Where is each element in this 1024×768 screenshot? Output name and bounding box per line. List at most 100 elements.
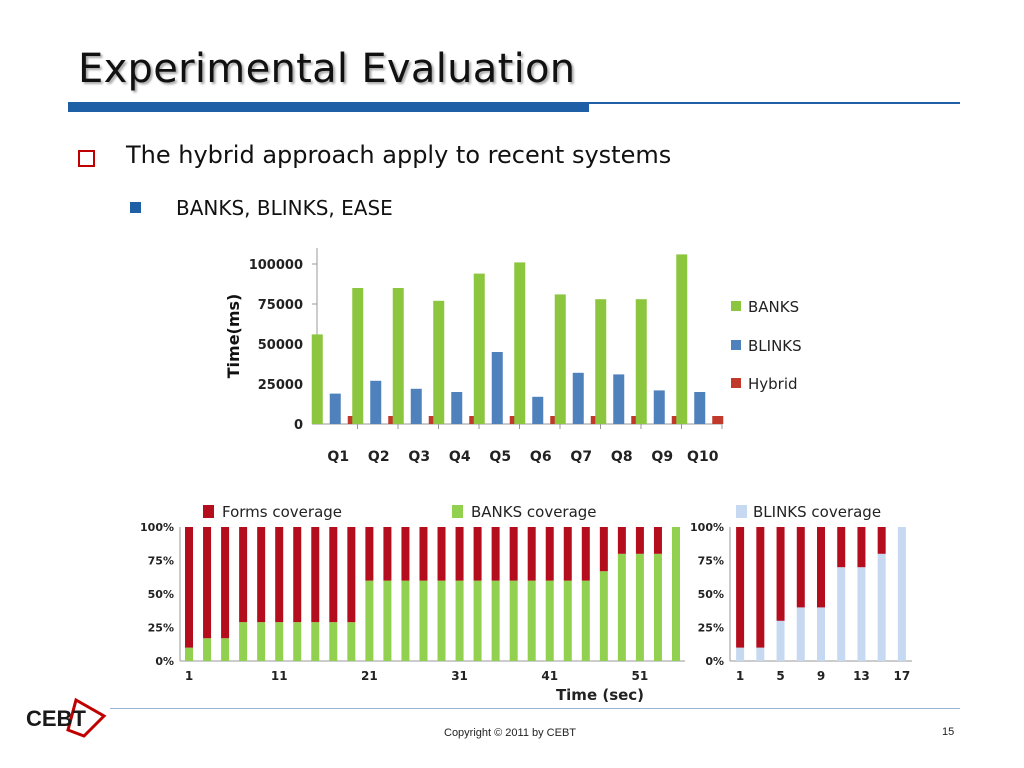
- bar-banks-coverage: [239, 622, 248, 661]
- bar-banks-coverage: [437, 580, 446, 661]
- bar-forms-coverage: [653, 527, 662, 554]
- bar-forms-coverage: [599, 527, 608, 572]
- bar-banks-q5: [473, 273, 485, 424]
- bar-banks-coverage: [545, 580, 554, 661]
- bar-hybrid-q10: [712, 416, 724, 424]
- bar-blinks-coverage: [837, 567, 846, 661]
- bar-forms-coverage: [837, 527, 846, 568]
- bar-forms-coverage: [293, 527, 302, 623]
- bar-blinks-coverage: [857, 567, 866, 661]
- bar-blinks-q1: [329, 393, 341, 424]
- bar-forms-coverage: [877, 527, 886, 554]
- bar-forms-coverage: [857, 527, 866, 568]
- x-tick-label: 41: [541, 669, 558, 683]
- bar-blinks-coverage: [897, 527, 906, 661]
- bar-banks-coverage: [509, 580, 518, 661]
- bar-blinks-coverage: [776, 620, 785, 661]
- bar-blinks-coverage: [736, 647, 745, 661]
- x-tick-label-q9: Q9: [651, 449, 673, 465]
- bar-blinks-q7: [572, 372, 584, 424]
- bar-banks-coverage: [365, 580, 374, 661]
- bar-banks-coverage: [275, 622, 284, 661]
- bar-forms-coverage: [581, 527, 590, 581]
- bar-banks-coverage: [671, 527, 680, 661]
- bar-forms-coverage: [736, 527, 745, 648]
- bar-banks-q3: [392, 288, 404, 424]
- bar-banks-coverage: [221, 638, 230, 661]
- bar-blinks-q9: [653, 390, 665, 424]
- legend-swatch-hybrid: [731, 378, 741, 388]
- bar-banks-coverage: [401, 580, 410, 661]
- x-tick-label: 1: [185, 669, 193, 683]
- bar-banks-coverage: [635, 553, 644, 661]
- y-tick-label: 50000: [258, 338, 303, 353]
- x-tick-label: 51: [632, 669, 649, 683]
- bar-banks-q10: [676, 254, 688, 424]
- legend-swatch-forms-coverage: [203, 505, 214, 518]
- cebt-logo: CEBT: [26, 697, 107, 738]
- bar-banks-coverage: [257, 622, 266, 661]
- y-tick-label: 100%: [690, 521, 724, 534]
- x-tick-label-q10: Q10: [687, 449, 719, 465]
- bar-banks-coverage: [599, 571, 608, 661]
- y-tick-label: 0: [294, 418, 303, 433]
- y-tick-label: 0%: [155, 655, 174, 668]
- x-tick-label: 13: [853, 669, 870, 683]
- bar-blinks-q2: [370, 380, 382, 424]
- bar-banks-q6: [514, 262, 526, 424]
- bar-forms-coverage: [635, 527, 644, 554]
- x-tick-label: 17: [894, 669, 911, 683]
- copyright-text: Copyright © 2011 by CEBT: [444, 727, 577, 739]
- legend-swatch-blinks: [731, 340, 741, 350]
- bar-banks-coverage: [473, 580, 482, 661]
- bar-forms-coverage: [455, 527, 464, 581]
- bar-banks-coverage: [527, 580, 536, 661]
- bar-banks-coverage: [419, 580, 428, 661]
- bar-forms-coverage: [437, 527, 446, 581]
- x-tick-label-q2: Q2: [368, 449, 390, 465]
- x-tick-label: 5: [776, 669, 784, 683]
- y-tick-label: 75000: [258, 298, 303, 313]
- x-tick-label-q7: Q7: [570, 449, 592, 465]
- bar-blinks-q5: [491, 352, 503, 424]
- bar-forms-coverage: [311, 527, 320, 623]
- bar-blinks-coverage: [756, 647, 765, 661]
- y-tick-label: 100000: [249, 258, 303, 273]
- bar-forms-coverage: [796, 527, 805, 608]
- legend-label-forms-coverage: Forms coverage: [222, 503, 342, 521]
- bar-forms-coverage: [419, 527, 428, 581]
- bullet-text-2: BANKS, BLINKS, EASE: [176, 196, 393, 220]
- y-tick-label: 100%: [140, 521, 174, 534]
- bar-banks-coverage: [293, 622, 302, 661]
- legend-label-banks: BANKS: [748, 298, 799, 316]
- bar-banks-q9: [635, 299, 647, 424]
- x-tick-label-q6: Q6: [530, 449, 552, 465]
- bar-banks-coverage: [491, 580, 500, 661]
- bar-forms-coverage: [776, 527, 785, 621]
- bar-forms-coverage: [545, 527, 554, 581]
- y-tick-label: 50%: [698, 588, 724, 601]
- bar-forms-coverage: [275, 527, 284, 623]
- legend-swatch-banks-coverage: [452, 505, 463, 518]
- bar-forms-coverage: [617, 527, 626, 554]
- title-rule-thick: [68, 102, 589, 112]
- x-tick-label: 1: [736, 669, 744, 683]
- x-tick-label: 9: [817, 669, 825, 683]
- bar-forms-coverage: [239, 527, 248, 623]
- bar-blinks-coverage: [796, 607, 805, 661]
- bar-forms-coverage: [509, 527, 518, 581]
- x-tick-label: 31: [451, 669, 468, 683]
- bar-banks-coverage: [383, 580, 392, 661]
- bar-banks-coverage: [347, 622, 356, 661]
- x-axis-label: Time (sec): [556, 686, 644, 704]
- x-tick-label-q5: Q5: [489, 449, 511, 465]
- bar-blinks-q8: [613, 374, 625, 424]
- bar-forms-coverage: [257, 527, 266, 623]
- x-tick-label: 11: [271, 669, 288, 683]
- x-tick-label-q8: Q8: [611, 449, 633, 465]
- x-tick-label-q4: Q4: [449, 449, 471, 465]
- bar-banks-q7: [554, 294, 566, 424]
